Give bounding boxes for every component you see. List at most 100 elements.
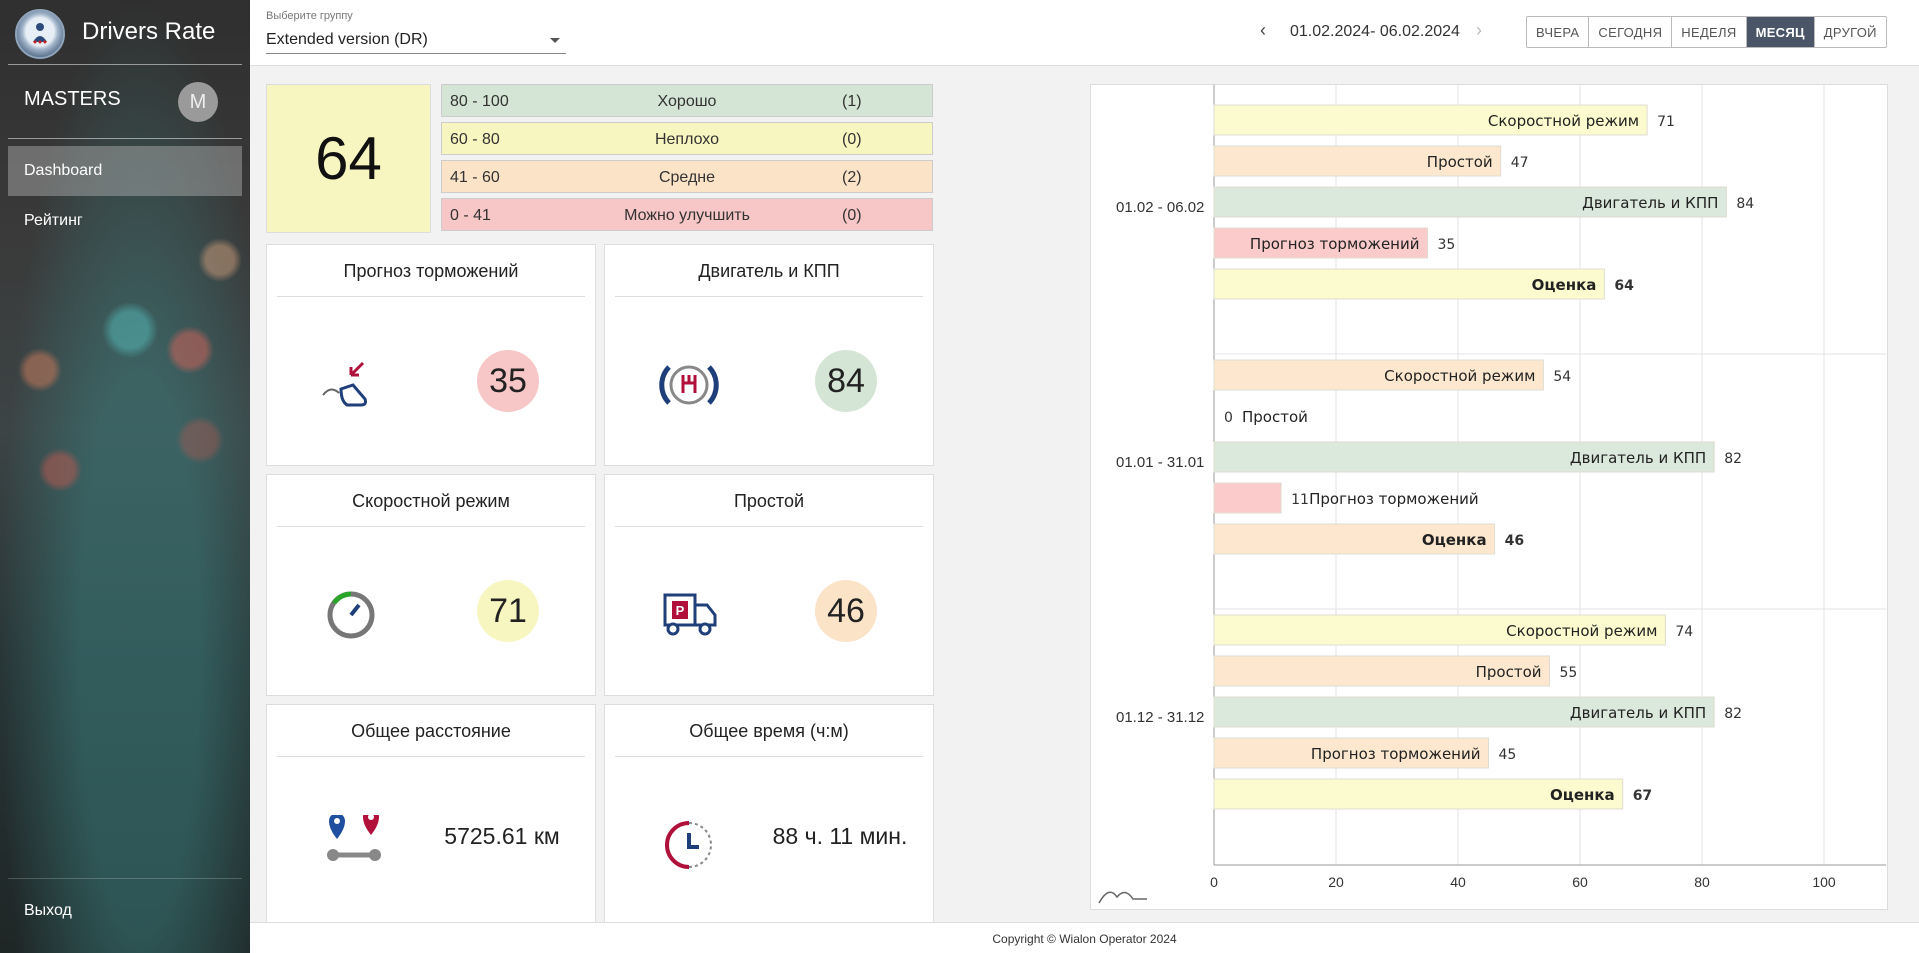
- period-month-button[interactable]: МЕСЯЦ: [1746, 17, 1815, 47]
- card-engine[interactable]: Двигатель и КПП 84: [604, 244, 934, 466]
- total-time: 88 ч. 11 мин.: [772, 823, 908, 849]
- gearbox-icon: [659, 365, 719, 405]
- card-braking[interactable]: Прогноз торможений 35: [266, 244, 596, 466]
- clock-icon: [665, 821, 712, 869]
- card-title: Двигатель и КПП: [615, 261, 923, 297]
- bar-value-label: 55: [1560, 665, 1578, 681]
- chevron-down-icon: [550, 38, 560, 43]
- route-icon: [327, 815, 381, 861]
- bar-name-label: Прогноз торможений: [1309, 490, 1479, 508]
- bar: [1213, 441, 1715, 473]
- legend-label: Можно улучшить: [624, 207, 750, 224]
- bar: [1213, 778, 1624, 810]
- bar-name-label: Оценка: [1532, 276, 1597, 294]
- x-tick-label: 40: [1450, 874, 1466, 890]
- period-week-button[interactable]: НЕДЕЛЯ: [1672, 17, 1747, 47]
- card-title: Прогноз торможений: [277, 261, 585, 297]
- idle-score: 46: [815, 580, 877, 642]
- bar: [1213, 186, 1727, 218]
- legend-row-improve: Можно улучшить 0 - 41 (0): [441, 198, 933, 231]
- overall-score: 64: [266, 84, 431, 233]
- legend-row-good: Хорошо 80 - 100 (1): [441, 84, 933, 117]
- period-today-button[interactable]: СЕГОДНЯ: [1589, 17, 1673, 47]
- history-chart-svg: 0 20 40 60 80 100 01.02 - 06.02 Скоростной режи…: [1098, 85, 1886, 904]
- braking-icon: [322, 361, 367, 407]
- group-select-value: Extended version (DR): [266, 31, 428, 48]
- engine-score: 84: [815, 350, 877, 412]
- card-title: Общее расстояние: [277, 721, 585, 757]
- logout-link[interactable]: Выход: [24, 902, 72, 919]
- avatar[interactable]: M: [178, 82, 218, 122]
- bar: [1213, 227, 1428, 259]
- speed-score: 71: [477, 580, 539, 642]
- bar-name-label: Скоростной режим: [1384, 367, 1535, 385]
- x-tick-label: 100: [1812, 874, 1836, 890]
- parking-truck-icon: P: [663, 593, 717, 636]
- group-select-label: Выберите группу: [266, 10, 353, 22]
- bar: [1213, 104, 1648, 136]
- bar-value-label: 46: [1505, 533, 1524, 549]
- card-time[interactable]: Общее время (ч:м) 88 ч. 11 мин.: [604, 704, 934, 926]
- card-title: Общее время (ч:м): [615, 721, 923, 757]
- bar-name-label: Двигатель и КПП: [1582, 194, 1718, 212]
- legend-label: Неплохо: [654, 131, 720, 148]
- legend-label: Хорошо: [657, 93, 717, 110]
- app-logo-icon: [15, 9, 65, 59]
- bar-name-label: Двигатель и КПП: [1570, 704, 1706, 722]
- bar: [1213, 359, 1544, 391]
- bar-name-label: Прогноз торможений: [1311, 745, 1481, 763]
- period-yesterday-button[interactable]: ВЧЕРА: [1527, 17, 1590, 47]
- x-tick-label: 80: [1694, 874, 1710, 890]
- group-label: 01.12 - 31.12: [1116, 709, 1204, 726]
- legend-count: (0): [842, 207, 862, 224]
- card-speed[interactable]: Скоростной режим 71: [266, 474, 596, 696]
- legend-row-average: Средне 41 - 60 (2): [441, 160, 933, 193]
- sidebar-item-dashboard[interactable]: Dashboard: [8, 146, 242, 196]
- bar: [1213, 737, 1489, 769]
- total-distance: 5725.61 км: [444, 823, 560, 849]
- legend-count: (2): [842, 169, 862, 186]
- bar-value-label: 82: [1724, 451, 1742, 467]
- bar-value-label: 71: [1657, 114, 1675, 130]
- bar-name-label: Скоростной режим: [1488, 112, 1639, 130]
- divider: [8, 878, 242, 879]
- period-other-button[interactable]: ДРУГОЙ: [1823, 24, 1877, 40]
- bar-value-label: 74: [1675, 624, 1693, 640]
- bar-name-label: Простой: [1427, 153, 1493, 171]
- bar: [1213, 696, 1715, 728]
- legend-range: 0 - 41: [450, 207, 491, 224]
- divider: [8, 138, 242, 139]
- x-tick-label: 60: [1572, 874, 1588, 890]
- bar: [1213, 655, 1550, 687]
- bar-name-label: Скоростной режим: [1506, 622, 1657, 640]
- legend-count: (1): [842, 93, 862, 110]
- sidebar: Drivers Rate MASTERS M Dashboard Рейтинг…: [0, 0, 250, 953]
- brand[interactable]: Drivers Rate: [0, 0, 250, 65]
- card-distance[interactable]: Общее расстояние 5725.61 км: [266, 704, 596, 926]
- chart-type-icon: [1098, 891, 1147, 904]
- group-label: 01.01 - 31.01: [1116, 454, 1204, 471]
- bar-value-label: 54: [1553, 369, 1571, 385]
- bar: [1213, 268, 1605, 300]
- header: Выберите группу Extended version (DR) ‹ …: [250, 0, 1919, 66]
- bar-value-label: 47: [1511, 155, 1529, 171]
- card-title: Простой: [615, 491, 923, 527]
- chevron-left-icon[interactable]: ‹: [1260, 20, 1266, 40]
- legend-range: 80 - 100: [450, 93, 509, 110]
- bar-value-label: 45: [1499, 747, 1517, 763]
- bar-name-label: Прогноз торможений: [1250, 235, 1420, 253]
- app-title: Drivers Rate: [82, 18, 216, 45]
- footer: Copyright © Wialon Operator 2024: [250, 922, 1919, 953]
- bar-value-label: 82: [1724, 706, 1742, 722]
- sidebar-item-rating[interactable]: Рейтинг: [24, 212, 83, 229]
- group-label: 01.02 - 06.02: [1116, 199, 1204, 216]
- history-chart: 0 20 40 60 80 100 01.02 - 06.02 Скоростной режи…: [1090, 84, 1888, 910]
- group-select[interactable]: Extended version (DR): [266, 28, 566, 54]
- card-idle[interactable]: Простой P 46: [604, 474, 934, 696]
- bar-name-label: Простой: [1242, 408, 1308, 426]
- x-tick-label: 0: [1210, 874, 1218, 890]
- bar-value-label: 84: [1736, 196, 1754, 212]
- legend-range: 60 - 80: [450, 131, 500, 148]
- chevron-right-icon[interactable]: ›: [1476, 20, 1482, 40]
- legend-row-fair: Неплохо 60 - 80 (0): [441, 122, 933, 155]
